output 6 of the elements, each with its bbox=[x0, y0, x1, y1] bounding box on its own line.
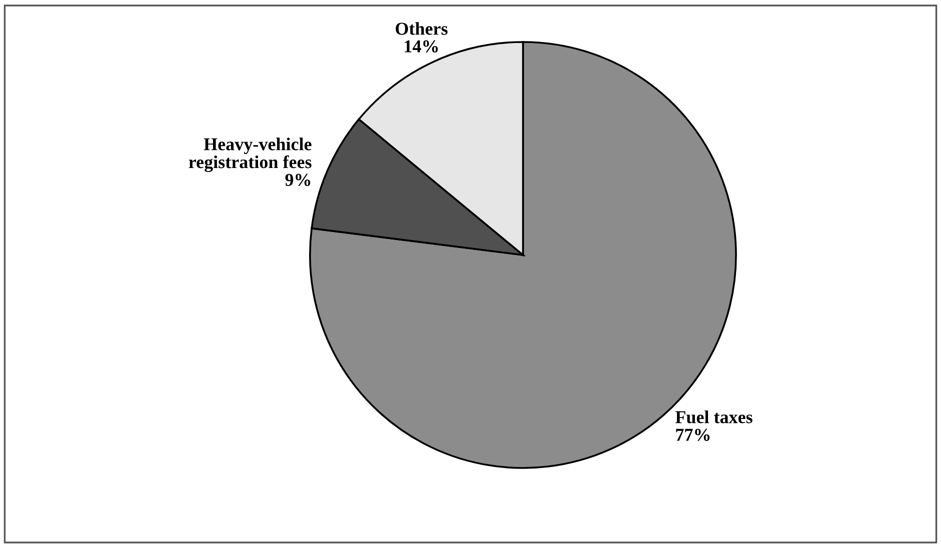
slice-label: Others bbox=[396, 22, 448, 35]
slice-label: Heavy-vehicle registration fees bbox=[188, 138, 312, 172]
data-label: 14% bbox=[404, 40, 438, 53]
slice-label: Fuel taxes bbox=[675, 410, 752, 424]
data-label: 9% bbox=[285, 174, 310, 186]
data-label: 77% bbox=[676, 428, 710, 441]
